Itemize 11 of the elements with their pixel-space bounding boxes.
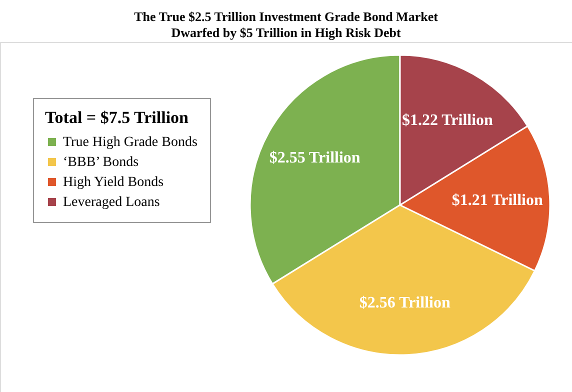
data-label: $1.21 Trillion: [452, 192, 543, 210]
legend-label: High Yield Bonds: [63, 175, 164, 190]
data-label: $2.55 Trillion: [269, 150, 360, 167]
legend-label: Leveraged Loans: [63, 195, 160, 210]
legend-title: Total = $7.5 Trillion: [45, 108, 190, 127]
legend-label: ‘BBB’ Bonds: [63, 155, 139, 170]
legend-label: True High Grade Bonds: [63, 135, 198, 150]
text: The True $2.5 Trillion Investment Grade Bond Market: [134, 9, 438, 24]
data-label: $2.56 Trillion: [359, 294, 450, 312]
data-label: $1.22 Trillion: [402, 112, 494, 129]
text: Dwarfed by $5 Trillion in High Risk Debt: [171, 25, 401, 40]
